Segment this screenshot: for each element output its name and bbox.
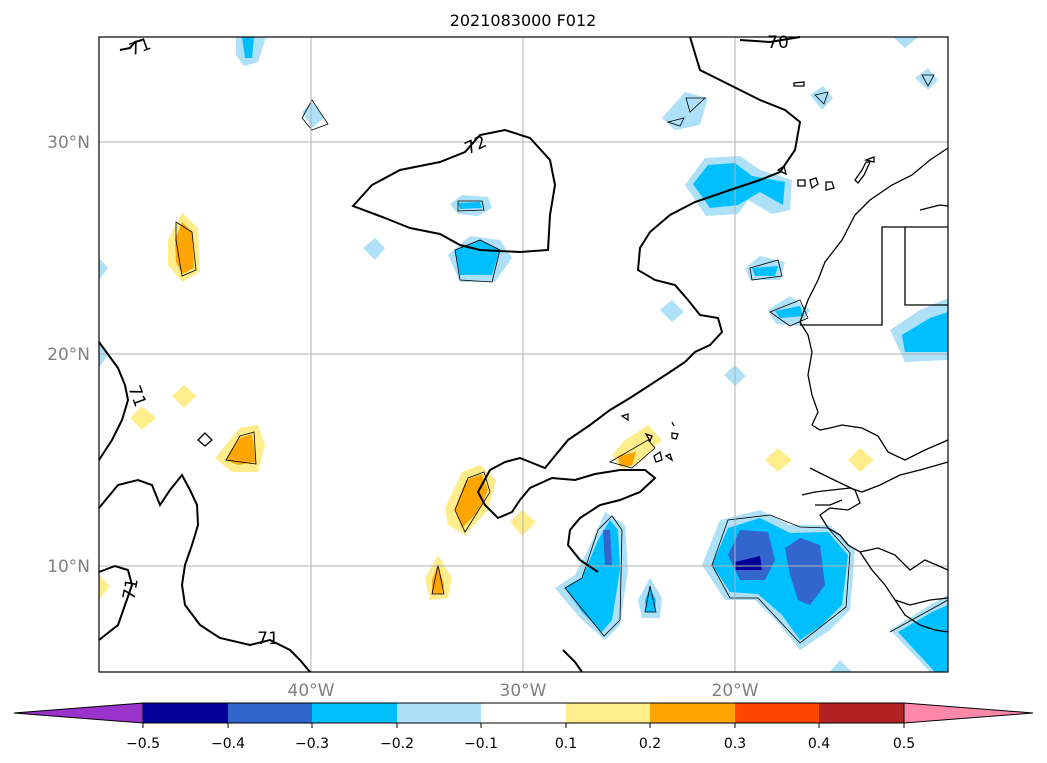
shade-neg-3	[458, 202, 482, 209]
contour-main-east	[476, 36, 802, 573]
colorbar-bin	[397, 703, 481, 723]
colorbar-bin	[650, 703, 735, 723]
lon-label-30w: 30°W	[500, 681, 547, 701]
colorbar-bin	[735, 703, 819, 723]
shade-neg-mid-9	[603, 530, 612, 565]
shade-neg-10	[645, 588, 656, 612]
colorbar-tick-label: −0.2	[380, 736, 414, 752]
contour-71-west	[98, 341, 130, 461]
contour-label-70: 70	[767, 33, 789, 53]
colorbar: −0.5 −0.4 −0.3 −0.2 −0.1 0.1 0.2 0.3 0.4…	[13, 702, 1034, 752]
lon-label-20w: 20°W	[712, 681, 759, 701]
shaded-regions	[99, 37, 948, 672]
colorbar-ticks	[142, 723, 905, 728]
coastline	[799, 147, 949, 633]
contour-south	[562, 649, 583, 673]
colorbar-tick-label: −0.3	[295, 736, 329, 752]
contour-71-bottom-left	[98, 564, 134, 641]
shade-neg-2	[455, 240, 500, 275]
colorbar-tick-label: 0.3	[724, 736, 746, 752]
contour-70-top	[739, 36, 801, 44]
lat-label-10n: 10°N	[47, 557, 90, 577]
colorbar-tick-label: 0.5	[893, 736, 915, 752]
shade-pos-4	[432, 565, 444, 594]
colorbar-bin	[566, 703, 650, 723]
colorbar-bin	[312, 703, 397, 723]
islands	[197, 81, 875, 463]
shade-pos-5	[618, 452, 636, 466]
colorbar-tick-label: −0.4	[211, 736, 245, 752]
shade-neg-light-19	[99, 258, 108, 280]
colorbar-over-arrow	[903, 702, 1034, 724]
colorbar-tick-label: −0.1	[464, 736, 498, 752]
colorbar-bin	[228, 703, 312, 723]
shade-neg-light-16	[660, 300, 684, 322]
shade-neg-7	[902, 312, 948, 352]
shade-neg-light-15	[893, 37, 918, 48]
colorbar-frame	[142, 702, 905, 724]
colorbar-under-arrow	[13, 702, 144, 724]
shade-pos-light-9	[765, 448, 792, 472]
shade-neg-6	[775, 306, 804, 318]
main-contours	[98, 36, 802, 673]
colorbar-bin	[481, 703, 566, 723]
colorbar-tick-label: 0.1	[555, 736, 577, 752]
contour-label-71-lower: 71	[119, 577, 142, 602]
shade-neg-5	[752, 266, 778, 276]
contour-72	[351, 128, 557, 254]
graticule	[99, 37, 948, 672]
shade-neg-mid-8b	[785, 538, 825, 605]
contour-71-top	[119, 39, 143, 51]
contour-71-lower	[98, 473, 311, 673]
colorbar-tick-label: −0.5	[126, 736, 160, 752]
shade-pos-light-7	[172, 385, 196, 408]
shade-neg-light-21	[830, 660, 852, 672]
shade-neg-1	[242, 37, 254, 58]
shade-pos-light-11	[99, 575, 110, 600]
shade-neg-light-14	[915, 68, 938, 90]
map-layers: 71 70 72 71 71 71	[98, 33, 949, 673]
anomaly-contours	[175, 74, 949, 644]
shade-pos-light-6	[130, 406, 156, 430]
shade-neg-11	[898, 605, 948, 672]
shade-neg-light-20	[99, 342, 108, 368]
shade-pos-light-10	[848, 448, 874, 472]
lon-label-40w: 40°W	[288, 681, 335, 701]
lat-label-30n: 30°N	[47, 133, 90, 153]
lat-label-20n: 20°N	[47, 345, 90, 365]
colorbar-tick-label: 0.4	[808, 736, 830, 752]
map-border	[98, 36, 949, 673]
contour-label-71-bottom: 71	[257, 629, 279, 649]
colorbar-bin	[143, 703, 228, 723]
map-title: 2021083000 F012	[450, 11, 597, 30]
shade-neg-4	[693, 163, 785, 208]
colorbar-bin	[819, 703, 904, 723]
shade-neg-light-18	[363, 238, 385, 260]
shade-pos-2	[226, 434, 256, 465]
colorbar-tick-label: 0.2	[639, 736, 661, 752]
